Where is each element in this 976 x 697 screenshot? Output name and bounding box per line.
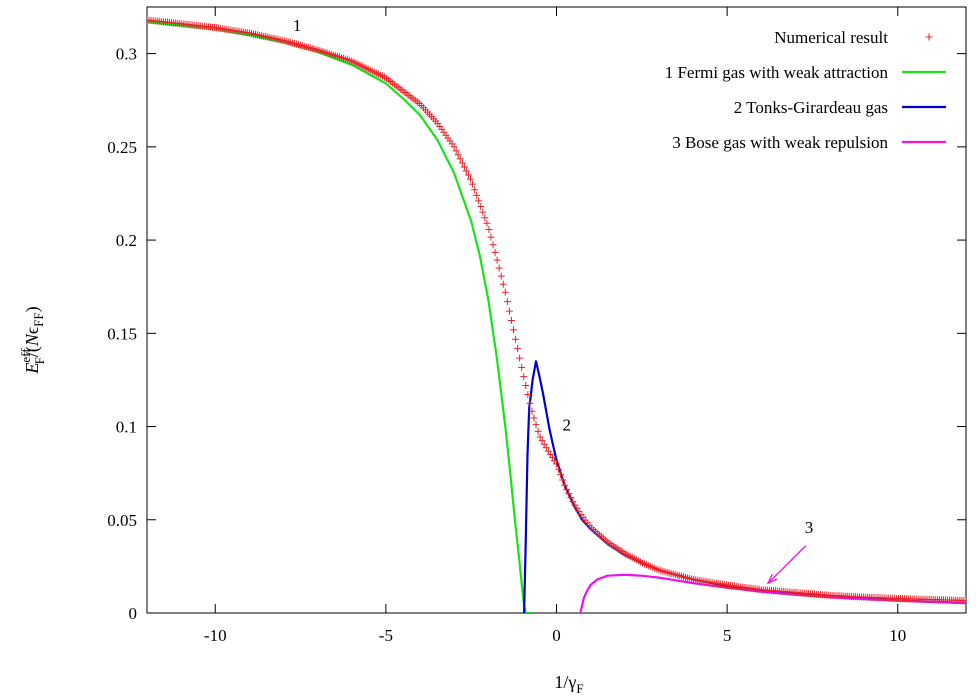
data-point xyxy=(491,248,499,256)
data-point xyxy=(507,316,515,324)
data-point xyxy=(467,175,475,183)
y-axis-title-mid: /( xyxy=(22,346,43,357)
data-point xyxy=(452,147,460,155)
legend-label: 2 Tonks-Girardeau gas xyxy=(734,98,888,117)
x-axis-title: 1/γF xyxy=(554,672,583,696)
y-axis-title-E-sub: F xyxy=(32,357,47,364)
data-point xyxy=(505,307,513,315)
y-tick-label: 0.25 xyxy=(107,138,137,157)
y-tick-label: 0.05 xyxy=(107,511,137,530)
data-point xyxy=(530,414,538,422)
data-point xyxy=(485,226,493,234)
annotations: 1 2 3 xyxy=(293,16,814,585)
x-tick-label: 10 xyxy=(889,626,906,645)
data-point xyxy=(503,298,511,306)
legend: Numerical result 1 Fermi gas with weak at… xyxy=(665,28,946,152)
data-point xyxy=(557,471,565,479)
data-point xyxy=(536,433,544,441)
data-point xyxy=(534,427,542,435)
data-point xyxy=(477,203,485,211)
data-point xyxy=(565,490,573,498)
data-point xyxy=(483,219,491,227)
x-tick-label: 5 xyxy=(723,626,732,645)
data-point xyxy=(516,354,524,362)
data-point xyxy=(454,151,462,159)
data-point xyxy=(962,597,966,605)
data-point xyxy=(524,390,532,398)
data-point xyxy=(567,494,575,502)
data-point xyxy=(532,421,540,429)
legend-label: 3 Bose gas with weak repulsion xyxy=(672,133,888,152)
curve-label: 2 xyxy=(562,415,571,434)
series-points xyxy=(147,16,966,605)
legend-label: Numerical result xyxy=(774,28,888,47)
y-tick-label: 0.15 xyxy=(107,324,137,343)
data-point xyxy=(518,363,526,371)
data-point xyxy=(555,465,563,473)
y-tick-label: 0.1 xyxy=(116,418,137,437)
y-tick-label: 0.3 xyxy=(116,45,137,64)
annotation-arrow xyxy=(767,545,807,584)
data-point xyxy=(528,407,536,415)
x-tick-label: -5 xyxy=(379,626,393,645)
axis-ticks: -10 -5 0 5 10 0 0.05 0.1 0.15 0.2 0.25 0.3 xyxy=(107,7,966,645)
legend-marker xyxy=(925,33,933,41)
data-point xyxy=(538,437,546,445)
data-point xyxy=(487,233,495,241)
data-point xyxy=(469,180,477,188)
data-point xyxy=(464,171,472,179)
data-point xyxy=(514,345,522,353)
y-axis-title-close: ) xyxy=(22,306,43,312)
data-point xyxy=(540,440,548,448)
data-point xyxy=(481,214,489,222)
y-tick-label: 0.2 xyxy=(116,231,137,250)
data-point xyxy=(473,191,481,199)
curve-label: 3 xyxy=(805,518,814,537)
data-point xyxy=(510,326,518,334)
data-point xyxy=(456,155,464,163)
series-line xyxy=(147,20,531,613)
x-tick-label: 0 xyxy=(552,626,561,645)
y-axis-title: EeffF/(NϵFF) xyxy=(18,306,47,374)
annotation-arrowhead xyxy=(766,573,778,585)
y-axis-title-E-sup: eff xyxy=(18,348,33,363)
data-point xyxy=(460,163,468,171)
y-axis-title-eps-sub: FF xyxy=(31,312,46,326)
y-axis-title-eps: ϵ xyxy=(22,327,42,334)
y-tick-label: 0 xyxy=(129,604,138,623)
data-point xyxy=(542,444,550,452)
data-point xyxy=(512,335,520,343)
data-point xyxy=(495,264,503,272)
data-point xyxy=(559,476,567,484)
series-line xyxy=(523,360,966,613)
x-axis-title-sub: F xyxy=(576,681,583,696)
data-point xyxy=(479,208,487,216)
x-tick-label: -10 xyxy=(204,626,227,645)
data-point xyxy=(501,288,509,296)
legend-label: 1 Fermi gas with weak attraction xyxy=(665,63,889,82)
data-point xyxy=(462,167,470,175)
x-axis-title-main: 1/γ xyxy=(554,672,576,692)
data-point xyxy=(450,143,458,151)
data-point xyxy=(526,399,534,407)
data-point xyxy=(493,256,501,264)
data-point xyxy=(499,280,507,288)
y-axis-title-E: E xyxy=(22,363,42,375)
series-group xyxy=(147,16,966,613)
y-axis-title-N: N xyxy=(22,333,42,347)
data-point xyxy=(458,159,466,167)
data-point xyxy=(489,241,497,249)
data-point xyxy=(475,197,483,205)
data-point xyxy=(563,486,571,494)
data-point xyxy=(522,382,530,390)
data-point xyxy=(561,481,569,489)
data-point xyxy=(471,186,479,194)
data-point xyxy=(553,460,560,468)
data-point xyxy=(497,272,505,280)
curve-label: 1 xyxy=(293,16,302,35)
data-point xyxy=(520,373,528,381)
